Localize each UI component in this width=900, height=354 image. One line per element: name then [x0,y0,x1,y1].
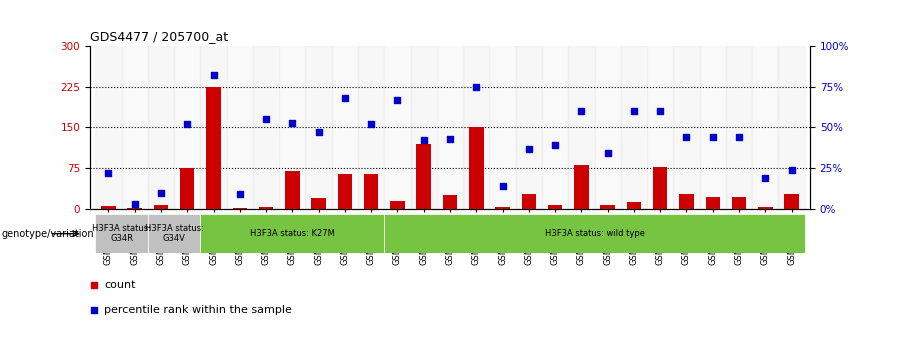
Bar [699,46,726,209]
Bar [384,46,410,209]
Bar [391,201,405,209]
Point [522,146,536,152]
Bar [338,173,352,209]
Point [285,120,300,125]
Bar [464,46,490,209]
Point [653,108,668,114]
Point [364,121,378,127]
Point [417,138,431,143]
FancyBboxPatch shape [201,214,384,253]
Point [626,108,641,114]
Bar [647,46,673,209]
FancyBboxPatch shape [95,214,148,253]
Bar [154,205,168,209]
Bar [227,46,253,209]
Point [232,192,247,197]
Bar [95,46,122,209]
Point [128,201,142,207]
Bar [785,194,799,209]
Bar [626,202,641,209]
Bar [417,144,431,209]
Bar [495,207,509,209]
Point [680,135,694,140]
Bar [490,46,516,209]
Bar [122,46,148,209]
Text: H3F3A status:
G34V: H3F3A status: G34V [145,224,203,243]
Point [391,97,405,103]
Bar [174,46,201,209]
Bar [621,46,647,209]
Bar [410,46,436,209]
Bar [232,208,247,209]
Bar [201,46,227,209]
Bar [148,46,174,209]
Bar [706,197,720,209]
Bar [726,46,752,209]
Point [785,167,799,173]
Point [495,183,509,189]
Bar [279,46,305,209]
Bar [469,127,483,209]
Point [469,84,483,90]
Bar [259,207,274,209]
Bar [542,46,568,209]
Point [206,73,220,78]
Bar [332,46,358,209]
Bar [443,195,457,209]
Bar [758,207,772,209]
Bar [600,205,615,209]
Point [758,175,772,181]
Bar [253,46,279,209]
Bar [180,168,194,209]
Bar [568,46,595,209]
Bar [206,87,220,209]
Bar [436,46,464,209]
Bar [752,46,778,209]
Point [600,151,615,156]
Point [154,190,168,195]
Point [311,130,326,135]
Point [548,143,562,148]
Bar [364,173,378,209]
Bar [680,194,694,209]
Bar [653,166,668,209]
Bar [574,165,589,209]
Bar [673,46,699,209]
Point [706,135,720,140]
Bar [522,194,536,209]
Bar [128,208,142,209]
Bar [358,46,384,209]
Text: H3F3A status: K27M: H3F3A status: K27M [250,229,335,238]
Text: count: count [104,280,136,290]
Bar [311,198,326,209]
Text: GDS4477 / 205700_at: GDS4477 / 205700_at [90,30,228,44]
Point [443,136,457,142]
Text: H3F3A status:
G34R: H3F3A status: G34R [92,224,151,243]
FancyBboxPatch shape [384,214,805,253]
Bar [778,46,805,209]
Text: percentile rank within the sample: percentile rank within the sample [104,305,292,315]
Point [574,108,589,114]
Point [180,121,194,127]
Point [338,95,352,101]
Point [259,116,274,122]
Text: genotype/variation: genotype/variation [2,229,94,239]
Bar [595,46,621,209]
Bar [285,171,300,209]
Point [732,135,746,140]
Bar [305,46,332,209]
Bar [516,46,542,209]
Bar [101,206,115,209]
Text: H3F3A status: wild type: H3F3A status: wild type [544,229,644,238]
FancyBboxPatch shape [148,214,201,253]
Bar [732,197,746,209]
Bar [548,205,562,209]
Point [101,170,115,176]
